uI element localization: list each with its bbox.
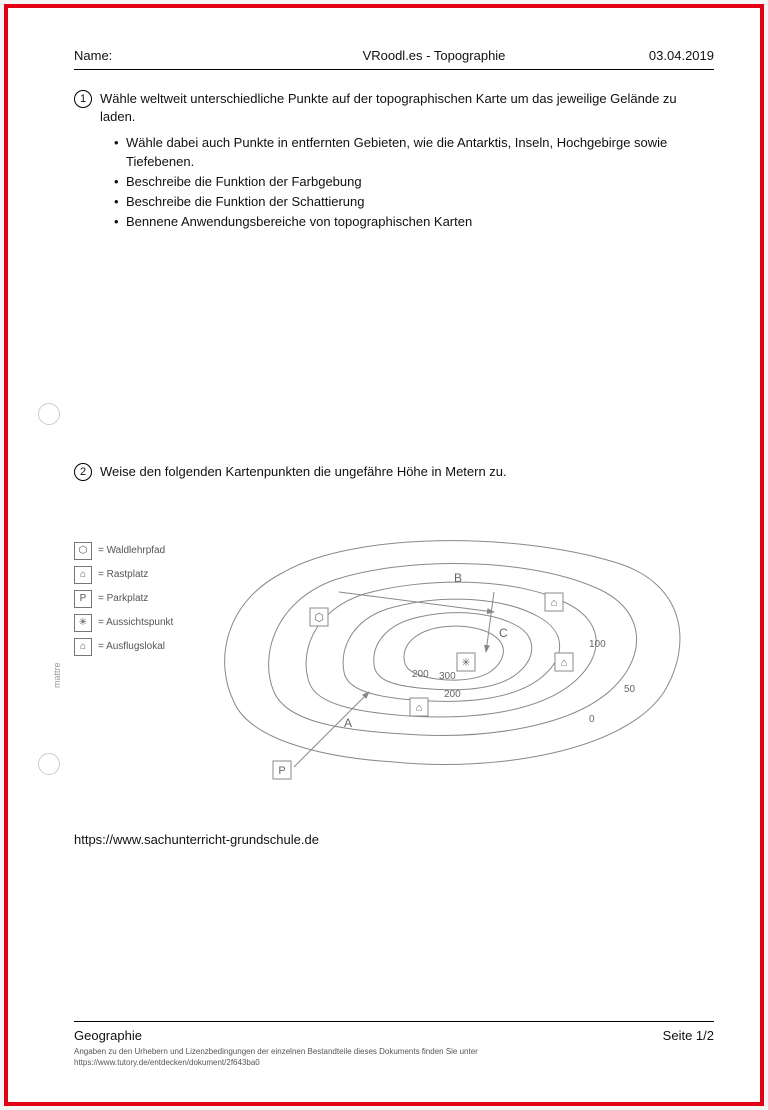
footer-fineprint: Angaben zu den Urhebern und Lizenzbeding… — [74, 1047, 714, 1068]
document-frame: mattre Name: VRoodl.es - Topographie 03.… — [4, 4, 764, 1106]
map-legend: ⬡ = Waldlehrpfad ⌂ = Rastplatz P = Parkp… — [74, 542, 173, 662]
legend-map-area: ⬡ = Waldlehrpfad ⌂ = Rastplatz P = Parkp… — [74, 532, 714, 792]
legend-row: P = Parkplatz — [74, 590, 173, 608]
ausflugslokal-icon: ⌂ — [74, 638, 92, 656]
punch-hole — [38, 753, 60, 775]
aussichtspunkt-icon: ✳ — [74, 614, 92, 632]
svg-text:0: 0 — [589, 714, 595, 725]
side-label: mattre — [52, 662, 62, 688]
waldlehrpfad-icon: ⬡ — [74, 542, 92, 560]
legend-label: = Rastplatz — [98, 569, 148, 580]
svg-text:C: C — [499, 626, 508, 640]
topographic-map: 0 50 100 200 200 300 A B C ⬡ ⌂ P ✳ ⌂ ⌂ — [194, 522, 714, 802]
worksheet-header: Name: VRoodl.es - Topographie 03.04.2019 — [74, 48, 714, 70]
svg-text:B: B — [454, 571, 462, 585]
fineprint-line: https://www.tutory.de/entdecken/dokument… — [74, 1058, 714, 1068]
punch-hole — [38, 403, 60, 425]
legend-label: = Parkplatz — [98, 593, 148, 604]
task1-bullets: Wähle dabei auch Punkte in entfernten Ge… — [114, 134, 714, 231]
svg-text:A: A — [344, 716, 352, 730]
parkplatz-icon: P — [74, 590, 92, 608]
subject-label: Geographie — [74, 1028, 142, 1043]
svg-text:200: 200 — [412, 669, 429, 680]
task-body: Wähle weltweit unterschiedliche Punkte a… — [100, 90, 714, 233]
task-number: 1 — [74, 90, 92, 108]
legend-row: ⌂ = Rastplatz — [74, 566, 173, 584]
svg-text:200: 200 — [444, 689, 461, 700]
page-number: Seite 1/2 — [663, 1028, 714, 1043]
svg-text:⌂: ⌂ — [416, 702, 423, 714]
task-number: 2 — [74, 463, 92, 481]
bullet: Wähle dabei auch Punkte in entfernten Ge… — [114, 134, 714, 170]
name-label: Name: — [74, 48, 254, 63]
source-url: https://www.sachunterricht-grundschule.d… — [74, 832, 714, 847]
bullet: Bennene Anwendungsbereiche von topograph… — [114, 213, 714, 231]
bullet: Beschreibe die Funktion der Farbgebung — [114, 173, 714, 191]
svg-text:P: P — [278, 765, 285, 777]
svg-text:✳: ✳ — [461, 657, 470, 669]
footer: Geographie Seite 1/2 Angaben zu den Urhe… — [74, 1021, 714, 1068]
svg-text:⬡: ⬡ — [314, 612, 324, 624]
svg-text:⌂: ⌂ — [561, 657, 568, 669]
task-1: 1 Wähle weltweit unterschiedliche Punkte… — [74, 90, 714, 233]
fineprint-line: Angaben zu den Urhebern und Lizenzbeding… — [74, 1047, 714, 1057]
legend-row: ⬡ = Waldlehrpfad — [74, 542, 173, 560]
legend-label: = Waldlehrpfad — [98, 545, 165, 556]
svg-text:100: 100 — [589, 639, 606, 650]
task2-text: Weise den folgenden Kartenpunkten die un… — [100, 463, 714, 481]
page-title: VRoodl.es - Topographie — [254, 48, 614, 63]
footer-top: Geographie Seite 1/2 — [74, 1028, 714, 1043]
legend-label: = Ausflugslokal — [98, 641, 165, 652]
task1-text: Wähle weltweit unterschiedliche Punkte a… — [100, 90, 714, 126]
svg-text:50: 50 — [624, 684, 636, 695]
legend-row: ⌂ = Ausflugslokal — [74, 638, 173, 656]
svg-text:⌂: ⌂ — [551, 597, 558, 609]
page: Name: VRoodl.es - Topographie 03.04.2019… — [74, 48, 714, 1068]
date-label: 03.04.2019 — [614, 48, 714, 63]
legend-label: = Aussichtspunkt — [98, 617, 173, 628]
rastplatz-icon: ⌂ — [74, 566, 92, 584]
svg-text:300: 300 — [439, 671, 456, 682]
task-2: 2 Weise den folgenden Kartenpunkten die … — [74, 463, 714, 481]
bullet: Beschreibe die Funktion der Schattierung — [114, 193, 714, 211]
legend-row: ✳ = Aussichtspunkt — [74, 614, 173, 632]
